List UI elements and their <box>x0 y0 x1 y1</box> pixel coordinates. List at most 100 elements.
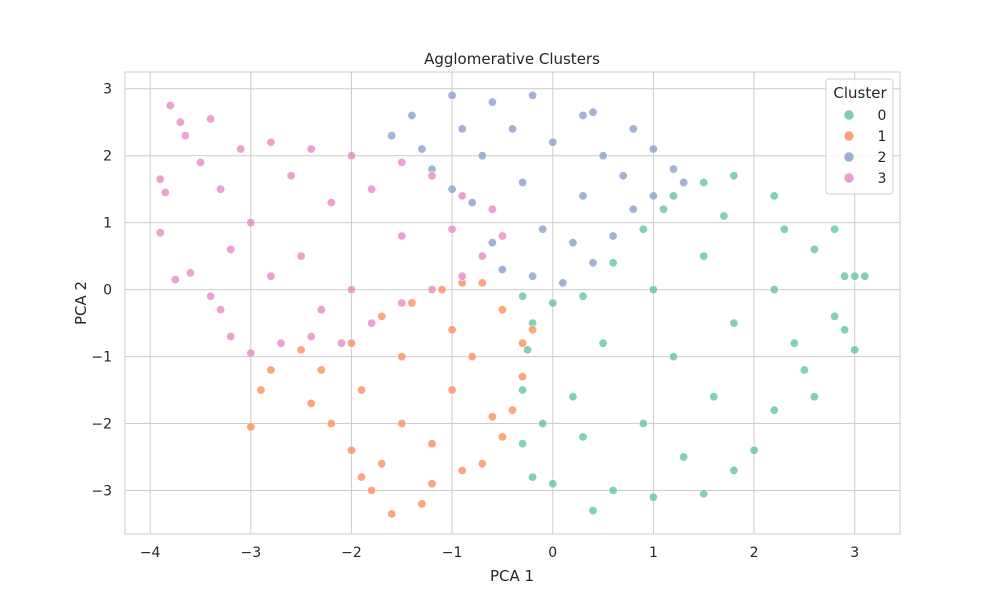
legend-label: 2 <box>878 150 887 166</box>
data-point <box>598 151 608 161</box>
data-point <box>216 184 226 194</box>
data-point <box>387 509 397 519</box>
data-point <box>457 124 467 134</box>
data-point <box>729 318 739 328</box>
y-tick-label: 1 <box>103 216 112 232</box>
data-point <box>170 275 180 285</box>
data-point <box>377 459 387 469</box>
data-point <box>296 345 306 355</box>
x-axis-label: PCA 1 <box>490 567 534 585</box>
data-point <box>326 418 336 428</box>
data-point <box>568 392 578 402</box>
plot-background <box>124 71 901 535</box>
legend-label: 1 <box>878 129 887 145</box>
data-point <box>256 385 266 395</box>
data-point <box>638 418 648 428</box>
data-point <box>769 191 779 201</box>
data-point <box>160 188 170 198</box>
data-point <box>196 157 206 167</box>
data-point <box>658 204 668 214</box>
data-point <box>477 278 487 288</box>
data-point <box>477 151 487 161</box>
data-point <box>226 244 236 254</box>
x-tick-label: 0 <box>548 545 557 561</box>
data-point <box>367 318 377 328</box>
y-tick-label: 3 <box>103 82 112 98</box>
data-point <box>518 338 528 348</box>
x-tick-label: 1 <box>649 545 658 561</box>
data-point <box>830 224 840 234</box>
data-point <box>860 271 870 281</box>
data-point <box>296 251 306 261</box>
y-tick-label: −1 <box>91 350 112 366</box>
data-point <box>523 345 533 355</box>
data-point <box>306 331 316 341</box>
y-tick-label: −3 <box>91 483 112 499</box>
data-point <box>467 352 477 362</box>
data-point <box>729 171 739 181</box>
data-point <box>246 218 256 228</box>
data-point <box>668 191 678 201</box>
data-point <box>528 271 538 281</box>
legend-label: 0 <box>878 108 887 124</box>
data-point <box>538 418 548 428</box>
data-point <box>206 114 216 124</box>
data-point <box>598 338 608 348</box>
data-point <box>769 405 779 415</box>
data-point <box>528 325 538 335</box>
data-point <box>628 124 638 134</box>
data-point <box>306 398 316 408</box>
data-point <box>850 345 860 355</box>
data-point <box>246 348 256 358</box>
data-point <box>236 144 246 154</box>
data-point <box>397 418 407 428</box>
data-point <box>266 271 276 281</box>
data-point <box>628 204 638 214</box>
data-point <box>518 385 528 395</box>
data-point <box>356 472 366 482</box>
data-point <box>497 264 507 274</box>
data-point <box>165 101 175 111</box>
data-point <box>226 331 236 341</box>
data-point <box>447 224 457 234</box>
data-point <box>266 137 276 147</box>
data-point <box>276 338 286 348</box>
data-point <box>709 392 719 402</box>
data-point <box>487 97 497 107</box>
data-point <box>729 465 739 475</box>
data-point <box>180 131 190 141</box>
data-point <box>346 151 356 161</box>
x-tick-label: −1 <box>442 545 463 561</box>
data-point <box>668 352 678 362</box>
x-tick-label: −2 <box>341 545 362 561</box>
series-3 <box>155 101 507 358</box>
x-tick-label: −3 <box>240 545 261 561</box>
legend-marker <box>843 130 855 142</box>
data-point <box>648 285 658 295</box>
data-point <box>367 485 377 495</box>
data-point <box>447 184 457 194</box>
data-point <box>336 338 346 348</box>
data-point <box>467 198 477 208</box>
data-point <box>507 405 517 415</box>
y-tick-label: −2 <box>91 417 112 433</box>
data-point <box>608 258 618 268</box>
data-point <box>668 164 678 174</box>
data-point <box>648 144 658 154</box>
data-point <box>266 365 276 375</box>
data-point <box>699 251 709 261</box>
data-point <box>427 171 437 181</box>
data-point <box>185 268 195 278</box>
data-point <box>840 271 850 281</box>
data-point <box>518 372 528 382</box>
data-point <box>719 211 729 221</box>
data-point <box>306 144 316 154</box>
y-axis-label: PCA 2 <box>72 281 90 325</box>
data-point <box>830 311 840 321</box>
data-point <box>608 231 618 241</box>
data-point <box>246 422 256 432</box>
data-point <box>558 278 568 288</box>
chart-title: Agglomerative Clusters <box>424 50 600 68</box>
data-point <box>497 305 507 315</box>
